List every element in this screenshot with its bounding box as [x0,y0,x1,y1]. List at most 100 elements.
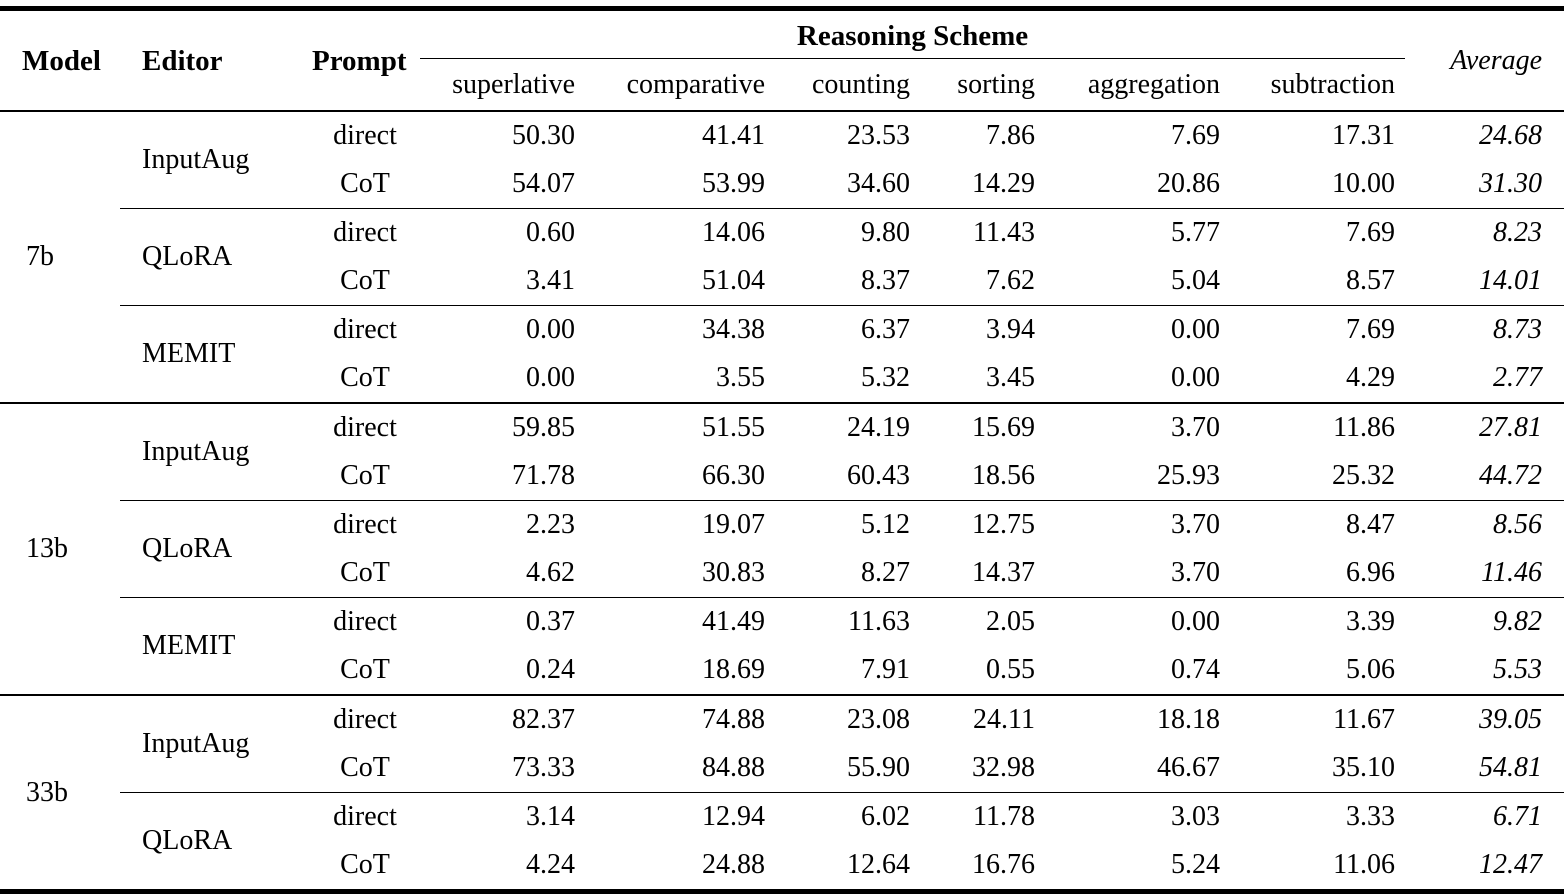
prompt-cell: direct [290,208,420,257]
score-cell: 24.88 [702,849,765,880]
model-cell: 7b [26,241,54,272]
prompt-cell: CoT [340,362,390,393]
score-cell: 6.37 [775,305,920,354]
score-cell: 3.33 [1230,792,1406,841]
score-cell: 5.32 [861,362,910,393]
score-cell: 73.33 [512,752,575,783]
table-row: CoT 4.24 24.88 12.64 16.76 5.24 11.06 12… [0,841,1564,892]
score-cell: 5.12 [775,500,920,549]
prompt-cell: direct [290,402,420,452]
score-cell: 12.75 [920,500,1045,549]
score-cell: 11.78 [920,792,1045,841]
model-column-header: Model [0,8,120,112]
score-cell: 3.70 [1171,557,1220,588]
prompt-cell: direct [290,305,420,354]
editor-cell: InputAug [120,694,290,793]
score-cell: 0.60 [420,208,585,257]
table-row: QLoRA direct 0.60 14.06 9.80 11.43 5.77 … [0,208,1564,306]
score-cell: 41.41 [702,120,765,151]
prompt-cell: direct [290,792,420,841]
score-cell: 23.08 [775,694,920,744]
table-row: CoT 54.07 53.99 34.60 14.29 20.86 10.00 … [0,160,1564,209]
prompt-cell: direct [290,694,420,744]
score-cell: 6.02 [775,792,920,841]
average-cell: 31.30 [1479,168,1543,199]
score-cell: 8.47 [1230,500,1406,549]
editor-cell: QLoRA [120,208,290,306]
table-row: 33b InputAug direct 82.37 74.88 23.08 24… [0,694,1564,892]
score-cell: 3.03 [1045,792,1230,841]
score-cell: 11.43 [920,208,1045,257]
prompt-cell: CoT [340,557,390,588]
table-row: CoT 0.24 18.69 7.91 0.55 0.74 5.06 5.53 [0,646,1564,695]
score-cell: 53.99 [702,168,765,199]
score-cell: 3.41 [526,265,575,296]
scheme-header-subtraction: subtraction [1230,58,1406,112]
score-cell: 51.04 [702,265,765,296]
score-cell: 11.67 [1230,694,1406,744]
score-cell: 30.83 [702,557,765,588]
prompt-cell: CoT [340,849,390,880]
score-cell: 18.69 [702,654,765,685]
results-table: Model Editor Prompt Reasoning Scheme Ave… [0,6,1564,894]
score-cell: 7.69 [1230,208,1406,257]
score-cell: 0.00 [1045,305,1230,354]
table-row: MEMIT direct 0.37 41.49 11.63 2.05 0.00 … [0,597,1564,695]
score-cell: 7.69 [1171,120,1220,151]
score-cell: 7.62 [986,265,1035,296]
score-cell: 24.11 [920,694,1045,744]
average-cell: 8.23 [1405,208,1564,257]
average-column-header: Average [1405,8,1564,112]
table-row: CoT 73.33 84.88 55.90 32.98 46.67 35.10 … [0,744,1564,793]
prompt-cell: CoT [340,654,390,685]
score-cell: 71.78 [512,460,575,491]
table-row: CoT 71.78 66.30 60.43 18.56 25.93 25.32 … [0,452,1564,501]
table-row: CoT 4.62 30.83 8.27 14.37 3.70 6.96 11.4… [0,549,1564,598]
score-cell: 8.57 [1346,265,1396,296]
average-cell: 5.53 [1493,654,1543,685]
score-cell: 34.38 [585,305,775,354]
score-cell: 7.91 [861,654,910,685]
score-cell: 0.00 [420,305,585,354]
score-cell: 18.56 [972,460,1035,491]
score-cell: 0.24 [526,654,575,685]
score-cell: 12.64 [847,849,910,880]
score-cell: 12.94 [585,792,775,841]
editor-cell: MEMIT [120,305,290,403]
prompt-cell: direct [290,597,420,646]
score-cell: 5.06 [1346,654,1396,685]
score-cell: 0.00 [1045,597,1230,646]
editor-cell: InputAug [142,144,250,175]
prompt-cell: direct [333,120,397,151]
score-cell: 7.86 [986,120,1035,151]
scheme-header-counting: counting [775,58,920,112]
average-cell: 8.56 [1405,500,1564,549]
model-cell: 13b [0,402,120,695]
editor-cell: InputAug [120,402,290,501]
score-cell: 11.63 [775,597,920,646]
score-cell: 15.69 [920,402,1045,452]
average-cell: 14.01 [1479,265,1543,296]
score-cell: 0.00 [526,362,575,393]
average-cell: 6.71 [1405,792,1564,841]
prompt-cell: CoT [340,168,390,199]
average-cell: 39.05 [1405,694,1564,744]
score-cell: 14.29 [972,168,1035,199]
average-cell: 9.82 [1405,597,1564,646]
score-cell: 20.86 [1157,168,1220,199]
score-cell: 8.37 [861,265,910,296]
prompt-cell: CoT [340,752,390,783]
average-cell: 2.77 [1493,362,1543,393]
average-cell: 27.81 [1405,402,1564,452]
average-cell: 8.73 [1405,305,1564,354]
score-cell: 16.76 [972,849,1035,880]
score-cell: 3.55 [716,362,765,393]
score-cell: 17.31 [1332,120,1396,151]
score-cell: 66.30 [702,460,765,491]
editor-cell: MEMIT [120,597,290,695]
score-cell: 84.88 [702,752,765,783]
score-cell: 25.93 [1157,460,1220,491]
score-cell: 10.00 [1332,168,1396,199]
average-cell: 44.72 [1479,460,1543,491]
